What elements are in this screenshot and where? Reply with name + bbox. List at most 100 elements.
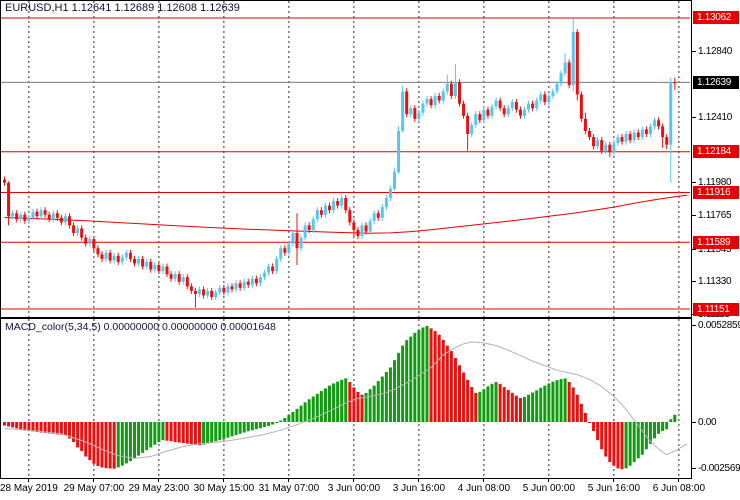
macd-histogram-bar — [133, 422, 136, 459]
macd-histogram-bar — [242, 422, 246, 433]
macd-histogram-bar — [543, 385, 547, 422]
macd-histogram-bar — [55, 422, 59, 435]
candle-body — [518, 109, 522, 116]
candle-body — [141, 258, 145, 267]
macd-histogram-bar — [669, 419, 673, 422]
candle-body — [380, 207, 384, 218]
candle-body — [336, 201, 340, 206]
macd-histogram-bar — [628, 422, 632, 466]
candle-body — [128, 252, 132, 259]
time-tick-mark — [353, 479, 355, 482]
macd-histogram-bar — [340, 379, 344, 422]
macd-histogram-bar — [198, 422, 201, 446]
candle-body — [547, 95, 551, 103]
candle-body — [31, 211, 35, 218]
macd-histogram-bar — [31, 422, 35, 432]
candle-body — [63, 216, 67, 223]
candle-body — [657, 120, 661, 127]
price-tick-mark — [692, 215, 696, 216]
time-tick-mark — [613, 479, 615, 482]
macd-histogram-bar — [571, 387, 575, 422]
candle-body — [494, 100, 498, 107]
macd-histogram-bar — [514, 395, 518, 422]
candle-body — [47, 214, 51, 220]
price-tick-label: 1.12410 — [698, 111, 733, 123]
macd-histogram-bar — [413, 332, 417, 422]
candle-body — [311, 219, 315, 230]
macd-histogram-bar — [169, 422, 173, 442]
macd-histogram-bar — [409, 336, 413, 422]
macd-histogram-bar — [76, 422, 80, 448]
macd-histogram-bar — [59, 422, 63, 435]
candle-body — [583, 118, 587, 131]
macd-histogram-bar — [258, 422, 262, 429]
candle-body — [328, 205, 331, 211]
time-tick-label: 3 Jun 00:00 — [327, 483, 380, 494]
candle-body — [644, 129, 648, 135]
macd-histogram-bar — [149, 422, 153, 448]
macd-histogram-bar — [506, 390, 510, 422]
macd-histogram-bar — [531, 392, 535, 422]
macd-histogram-bar — [120, 422, 124, 466]
candle-body — [332, 201, 336, 211]
macd-histogram-bar — [222, 422, 226, 439]
candle-body — [482, 109, 486, 121]
candle-body — [246, 281, 250, 285]
time-tick-mark — [28, 479, 30, 482]
macd-indicator-label: MACD_color(5,34,5) 0.00000000 0.00000000… — [5, 321, 276, 333]
macd-histogram-bar — [11, 422, 15, 428]
macd-canvas[interactable] — [0, 318, 692, 479]
price-axis[interactable]: 1.12840 1.12410 1.11980 1.11765 1.11545 1.113… — [692, 0, 740, 500]
macd-histogram-bar — [653, 422, 656, 439]
candle-body — [323, 205, 327, 215]
macd-histogram-bar — [72, 422, 76, 442]
candle-body — [661, 126, 665, 138]
macd-histogram-bar — [640, 422, 644, 455]
macd-panel[interactable]: MACD_color(5,34,5) 0.00000000 0.00000000… — [0, 318, 692, 479]
macd-histogram-bar — [332, 383, 336, 422]
macd-tick-label: -0.002569 — [698, 463, 740, 475]
macd-histogram-bar — [279, 420, 283, 422]
candle-body — [575, 31, 579, 95]
macd-histogram-bar — [559, 379, 563, 422]
macd-histogram-bar — [218, 422, 222, 441]
candle-body — [267, 266, 271, 273]
candle-body — [72, 225, 76, 234]
candle-body — [145, 261, 149, 267]
macd-histogram-bar — [226, 422, 230, 438]
candle-body — [3, 179, 6, 183]
candle-body — [348, 210, 352, 223]
macd-histogram-bar — [311, 396, 315, 422]
current-price-badge: 1.12639 — [693, 75, 739, 89]
main-chart-canvas[interactable] — [0, 0, 692, 318]
macd-histogram-bar — [563, 378, 567, 422]
candle-body — [563, 62, 567, 74]
macd-histogram-bar — [173, 422, 177, 442]
macd-tick-mark — [692, 421, 696, 423]
time-tick-label: 4 Jun 08:00 — [457, 483, 510, 494]
macd-panel-border — [0, 318, 692, 479]
macd-histogram-bar — [210, 422, 214, 443]
macd-histogram-bar — [100, 422, 104, 468]
macd-histogram-bar — [453, 358, 457, 422]
main-chart-panel[interactable]: EURUSD,H1 1.12641 1.12689 1.12608 1.1263… — [0, 0, 692, 318]
candle-body — [592, 137, 596, 147]
macd-histogram-bar — [177, 422, 181, 443]
candle-body — [222, 287, 226, 293]
candle-body — [210, 290, 214, 297]
time-axis[interactable]: 28 May 2019 29 May 07:00 29 May 23:00 30 Ma… — [0, 479, 740, 500]
candle-body — [254, 278, 258, 284]
macd-histogram-bar — [588, 422, 591, 423]
macd-histogram-bar — [141, 422, 145, 453]
time-tick-label: 5 Jun 16:00 — [587, 483, 640, 494]
macd-histogram-bar — [661, 422, 665, 432]
candle-body — [514, 102, 518, 110]
time-tick-label: 28 May 2019 — [0, 483, 58, 494]
macd-histogram-bar — [161, 422, 165, 441]
level-price-badge: 1.12184 — [693, 145, 739, 159]
candle-body — [23, 214, 27, 221]
macd-histogram-bar — [299, 405, 303, 422]
macd-histogram-bar — [206, 422, 210, 444]
macd-histogram-bar — [478, 391, 482, 422]
macd-histogram-bar — [474, 392, 478, 422]
